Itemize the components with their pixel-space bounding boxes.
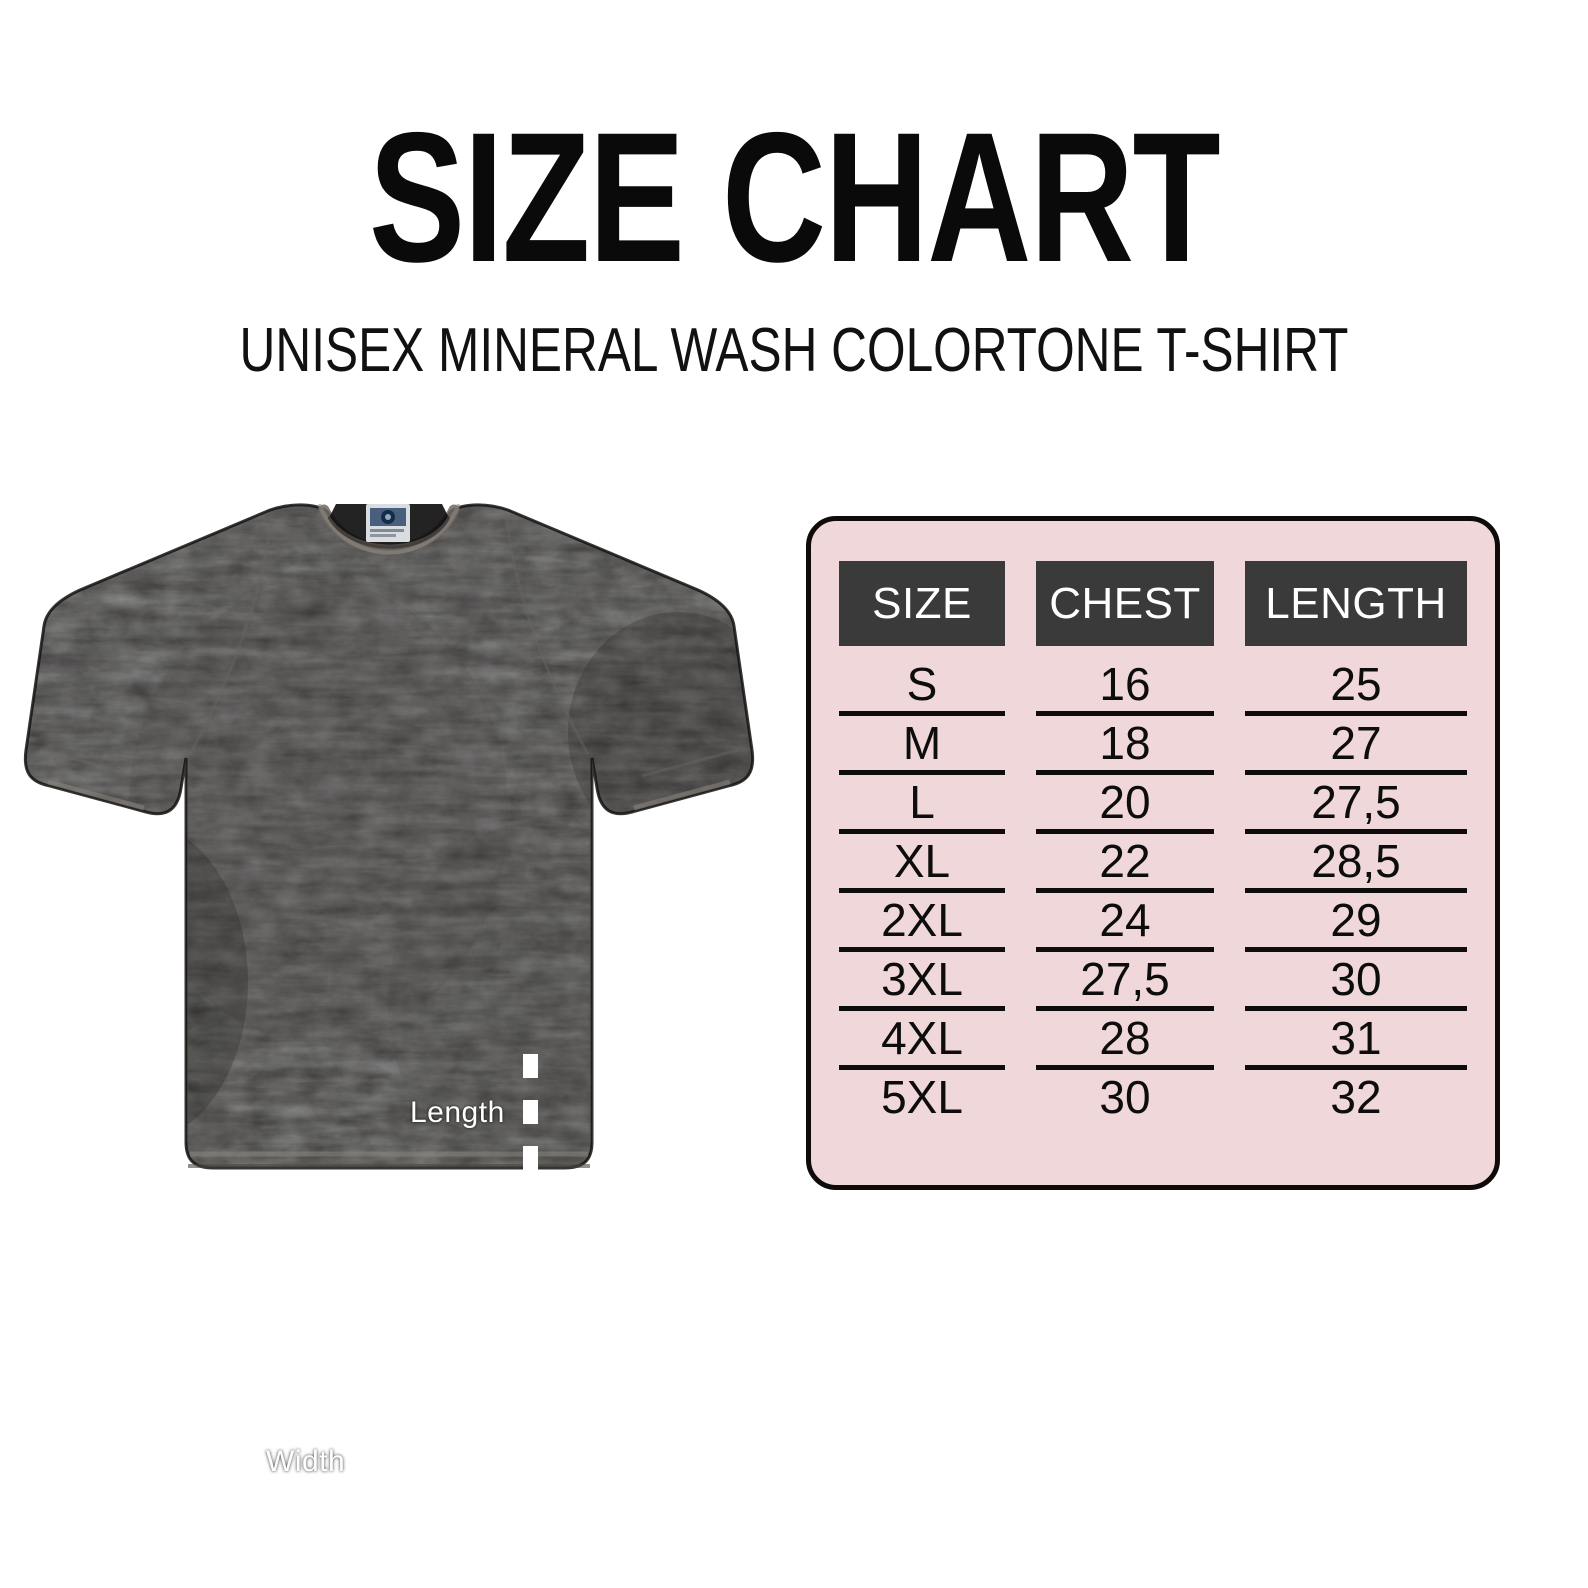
tshirt-svg [23, 503, 755, 1170]
length-measure-line [523, 1054, 538, 1588]
cell-size: 4XL [839, 1008, 1005, 1070]
column-header-length: LENGTH [1245, 561, 1467, 646]
cell-length: 31 [1245, 1008, 1467, 1070]
table-row: 2XL 24 29 [811, 890, 1495, 952]
cell-size: M [839, 713, 1005, 775]
cell-chest: 24 [1036, 890, 1214, 952]
cell-length: 27,5 [1245, 772, 1467, 834]
table-header-row: SIZE CHEST LENGTH [811, 561, 1495, 646]
cell-size: 3XL [839, 949, 1005, 1011]
brand-tag [366, 504, 410, 542]
table-row: XL 22 28,5 [811, 831, 1495, 893]
table-body: S 16 25 M 18 27 L 20 27,5 XL 22 2 [811, 654, 1495, 1126]
collar-stitch-inner [328, 516, 450, 549]
page-subtitle: UNISEX MINERAL WASH COLORTONE T-SHIRT [239, 316, 1349, 385]
cell-chest: 16 [1036, 654, 1214, 716]
cell-length: 25 [1245, 654, 1467, 716]
table-row: S 16 25 [811, 654, 1495, 716]
cell-length: 29 [1245, 890, 1467, 952]
cell-length: 32 [1330, 1070, 1382, 1123]
right-shoulder-seam [504, 513, 590, 755]
tshirt-illustration: Length Width [18, 482, 758, 1588]
cell-length: 28,5 [1245, 831, 1467, 893]
right-sleeve-hem-inner [641, 748, 739, 778]
cell-chest: 20 [1036, 772, 1214, 834]
tshirt-body [25, 504, 753, 1168]
size-table-panel: SIZE CHEST LENGTH S 16 25 M 18 27 L 20 [806, 516, 1500, 1190]
cell-chest: 30 [1099, 1070, 1151, 1123]
tshirt-outline [23, 503, 755, 1170]
length-label: Length [410, 1096, 505, 1129]
table-row: 3XL 27,5 30 [811, 949, 1495, 1011]
cell-size: L [839, 772, 1005, 834]
column-header-chest: CHEST [1036, 561, 1214, 646]
table-row: 4XL 28 31 [811, 1008, 1495, 1070]
table-row: 5XL 30 32 [811, 1067, 1495, 1126]
cell-chest: 27,5 [1036, 949, 1214, 1011]
left-sleeve-hem-inner [39, 748, 137, 778]
cell-length: 27 [1245, 713, 1467, 775]
collar-stitch-outer [318, 504, 460, 555]
left-shoulder-seam [188, 513, 274, 755]
cell-chest: 22 [1036, 831, 1214, 893]
table-row: M 18 27 [811, 713, 1495, 775]
table-row: L 20 27,5 [811, 772, 1495, 834]
column-header-size: SIZE [839, 561, 1005, 646]
width-label: Width [266, 1445, 346, 1478]
cell-chest: 18 [1036, 713, 1214, 775]
cell-size: 2XL [839, 890, 1005, 952]
right-sleeve-hem [633, 779, 731, 811]
width-measure-line [170, 1434, 694, 1448]
cell-size: S [839, 654, 1005, 716]
left-sleeve-hem [47, 779, 145, 811]
cell-chest: 28 [1036, 1008, 1214, 1070]
size-table: SIZE CHEST LENGTH S 16 25 M 18 27 L 20 [811, 521, 1495, 1185]
page-title: SIZE CHART [368, 95, 1221, 301]
cell-size: XL [839, 831, 1005, 893]
cell-length: 30 [1245, 949, 1467, 1011]
cell-size: 5XL [881, 1070, 963, 1123]
